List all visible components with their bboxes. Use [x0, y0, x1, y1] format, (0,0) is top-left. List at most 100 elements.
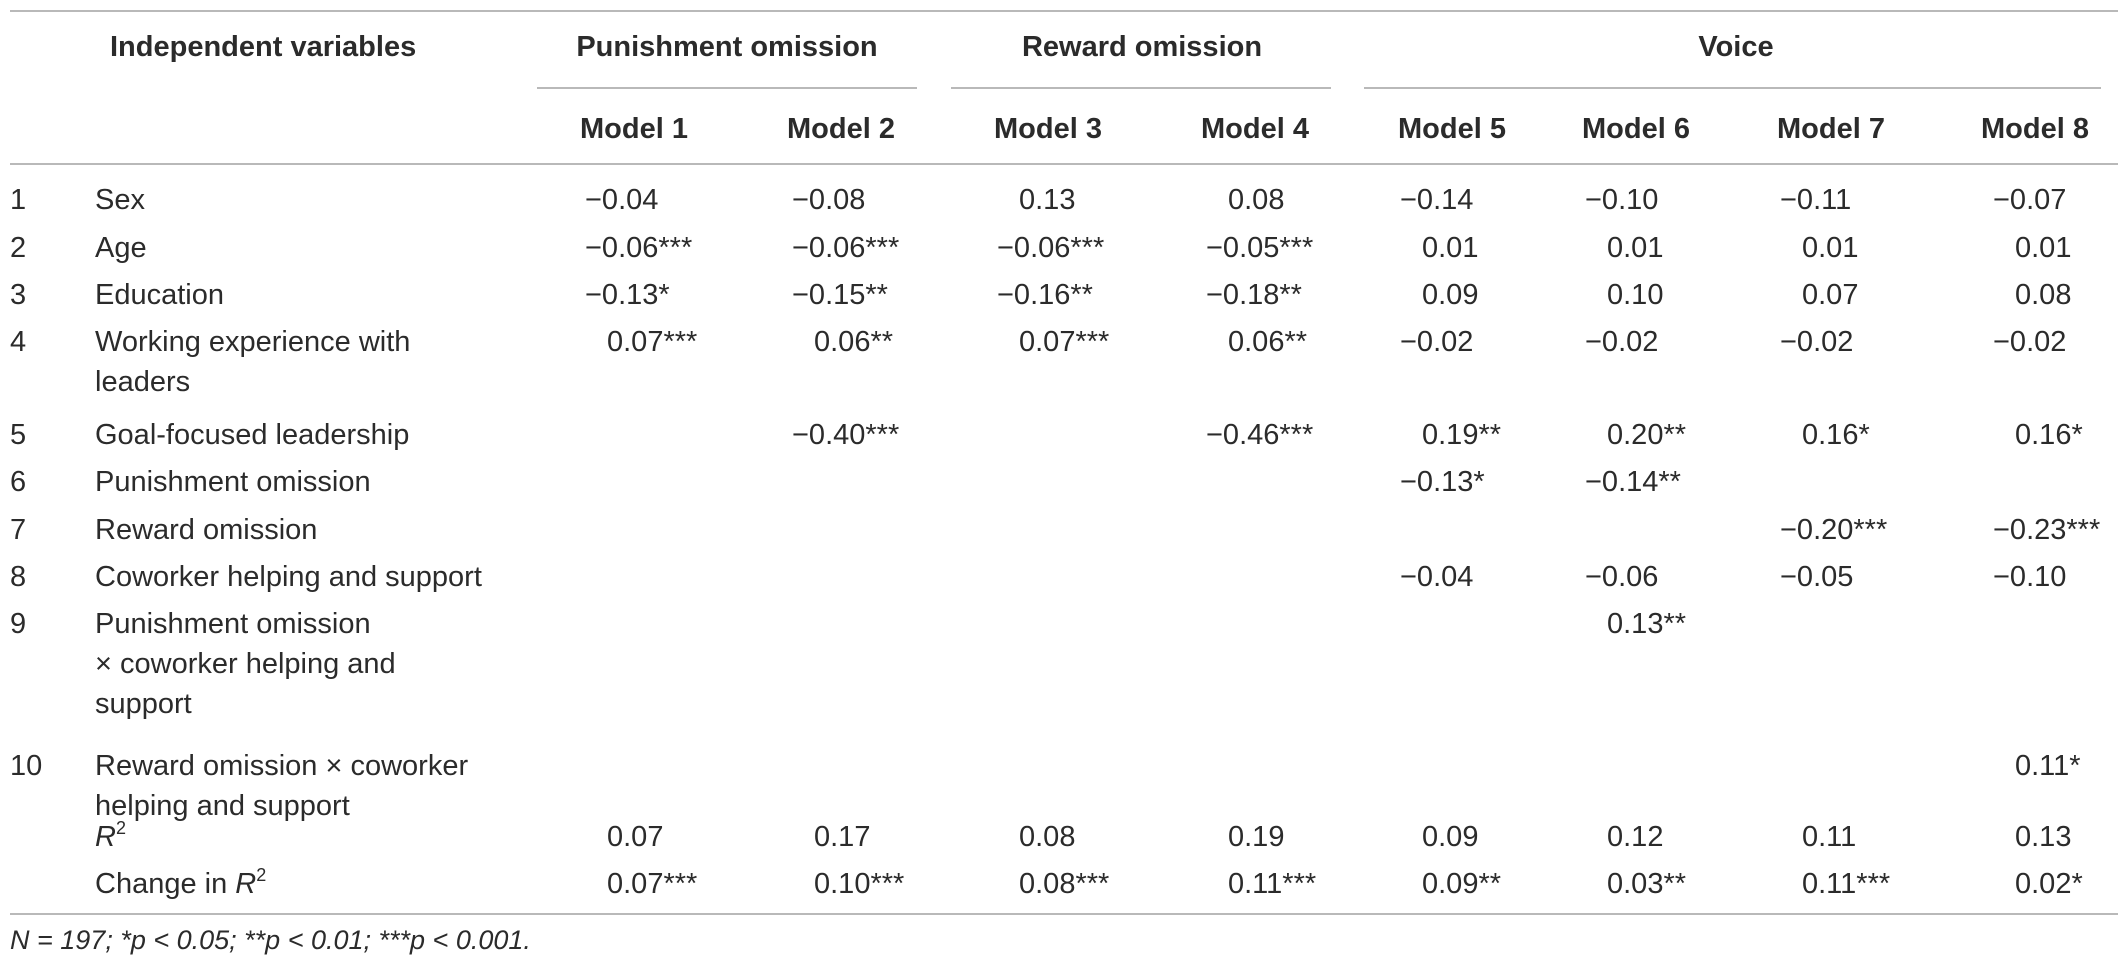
table-cell: 0.01	[1422, 232, 1479, 264]
table-cell: 0.07***	[607, 868, 698, 900]
table-cell: 0.16*	[1802, 419, 1870, 451]
table-cell: −0.06***	[997, 232, 1105, 264]
header-bottom-rule	[10, 163, 2118, 165]
table-cell: −0.14	[1400, 184, 1474, 216]
header-model-8: Model 8	[1981, 113, 2089, 145]
superscript: 2	[256, 865, 267, 885]
row-label: Coworker helping and support	[95, 557, 525, 597]
table-cell: −0.11	[1780, 184, 1852, 216]
row-label-line: Coworker helping and support	[95, 561, 482, 593]
table-cell: 0.07***	[1019, 326, 1110, 358]
table-cell: 0.11	[1802, 821, 1857, 853]
table-cell: 0.11***	[1802, 868, 1891, 900]
table-cell: −0.05***	[1206, 232, 1314, 264]
row-number: 1	[10, 184, 27, 216]
table-cell: 0.13**	[1607, 608, 1687, 640]
header-group-voice: Voice	[1698, 31, 1774, 63]
row-label-line: Punishment omission	[95, 466, 371, 498]
table-cell: 0.07***	[607, 326, 698, 358]
row-label-line: Goal-focused leadership	[95, 419, 410, 451]
table-cell: 0.02*	[2015, 868, 2083, 900]
table-cell: −0.05	[1780, 561, 1854, 593]
table-cell: 0.09	[1422, 821, 1479, 853]
row-number: 10	[10, 750, 43, 782]
row-number: 4	[10, 326, 27, 358]
row-label-line: Punishment omission	[95, 608, 371, 640]
table-cell: −0.04	[1400, 561, 1474, 593]
table-cell: −0.18**	[1206, 279, 1302, 311]
header-model-5: Model 5	[1398, 113, 1506, 145]
table-cell: 0.13	[2015, 821, 2072, 853]
row-label-line: Reward omission	[95, 514, 318, 546]
table-cell: −0.20***	[1780, 514, 1888, 546]
row-number: 3	[10, 279, 27, 311]
table-cell: −0.06	[1585, 561, 1659, 593]
table-cell: −0.40***	[792, 419, 900, 451]
row-label: Age	[95, 228, 525, 268]
table-cell: −0.06***	[792, 232, 900, 264]
table-cell: 0.08	[1228, 184, 1285, 216]
header-independent-variables: Independent variables	[110, 31, 417, 63]
table-cell: 0.08	[2015, 279, 2072, 311]
table-cell: −0.10	[1585, 184, 1659, 216]
row-label-line: Age	[95, 232, 147, 264]
table-cell: −0.02	[1780, 326, 1854, 358]
row-label: Punishment omission	[95, 462, 525, 502]
table-cell: −0.07	[1993, 184, 2067, 216]
table-cell: 0.19**	[1422, 419, 1502, 451]
header-model-3: Model 3	[994, 113, 1102, 145]
table-footnote: N = 197; *p < 0.05; **p < 0.01; ***p < 0…	[10, 925, 531, 955]
table-cell: −0.02	[1993, 326, 2067, 358]
header-group-reward-omission: Reward omission	[1021, 31, 1263, 63]
table-cell: −0.14**	[1585, 466, 1681, 498]
row-label-line: Change in R2	[95, 865, 267, 900]
superscript: 2	[115, 818, 126, 838]
row-label: Punishment omission × coworker helping an…	[95, 604, 525, 724]
table-cell: 0.17	[814, 821, 871, 853]
table-cell: −0.08	[792, 184, 866, 216]
table-cell: −0.15**	[792, 279, 888, 311]
table-cell: 0.11*	[2015, 750, 2081, 782]
row-label: Change in R2	[95, 864, 525, 904]
row-label: Sex	[95, 180, 525, 220]
table-cell: 0.12	[1607, 821, 1664, 853]
row-label: Reward omission	[95, 510, 525, 550]
row-label: Goal-focused leadership	[95, 415, 525, 455]
table-cell: 0.07	[1802, 279, 1859, 311]
table-cell: 0.06**	[814, 326, 894, 358]
table-cell: 0.06**	[1228, 326, 1308, 358]
row-label: Working experience with leaders	[95, 322, 525, 402]
table-cell: −0.13*	[1400, 466, 1485, 498]
table-cell: 0.09**	[1422, 868, 1502, 900]
table-cell: 0.10	[1607, 279, 1664, 311]
table-cell: 0.08***	[1019, 868, 1110, 900]
row-label: Reward omission × coworker helping and su…	[95, 746, 525, 826]
row-number: 9	[10, 608, 27, 640]
row-label-line: support	[95, 688, 192, 720]
row-number: 2	[10, 232, 27, 264]
table-cell: −0.02	[1585, 326, 1659, 358]
table-cell: 0.01	[1802, 232, 1859, 264]
table-cell: 0.16*	[2015, 419, 2083, 451]
group-rule-voice	[1364, 87, 2101, 89]
table-cell: 0.11***	[1228, 868, 1317, 900]
table-cell: 0.03**	[1607, 868, 1687, 900]
table-cell: −0.16**	[997, 279, 1093, 311]
row-label: Education	[95, 275, 525, 315]
header-model-1: Model 1	[580, 113, 688, 145]
table-cell: −0.02	[1400, 326, 1474, 358]
table-top-rule	[10, 10, 2118, 12]
table-bottom-rule	[10, 913, 2118, 915]
group-rule-reward	[951, 87, 1331, 89]
table-cell: 0.01	[2015, 232, 2072, 264]
row-number: 6	[10, 466, 27, 498]
table-cell: −0.04	[585, 184, 659, 216]
row-label-line: Sex	[95, 184, 145, 216]
header-model-7: Model 7	[1777, 113, 1885, 145]
row-number: 7	[10, 514, 27, 546]
header-model-6: Model 6	[1582, 113, 1690, 145]
row-label-line: Education	[95, 279, 224, 311]
table-cell: 0.20**	[1607, 419, 1687, 451]
header-group-punishment-omission: Punishment omission	[576, 31, 878, 63]
table-cell: 0.10***	[814, 868, 905, 900]
